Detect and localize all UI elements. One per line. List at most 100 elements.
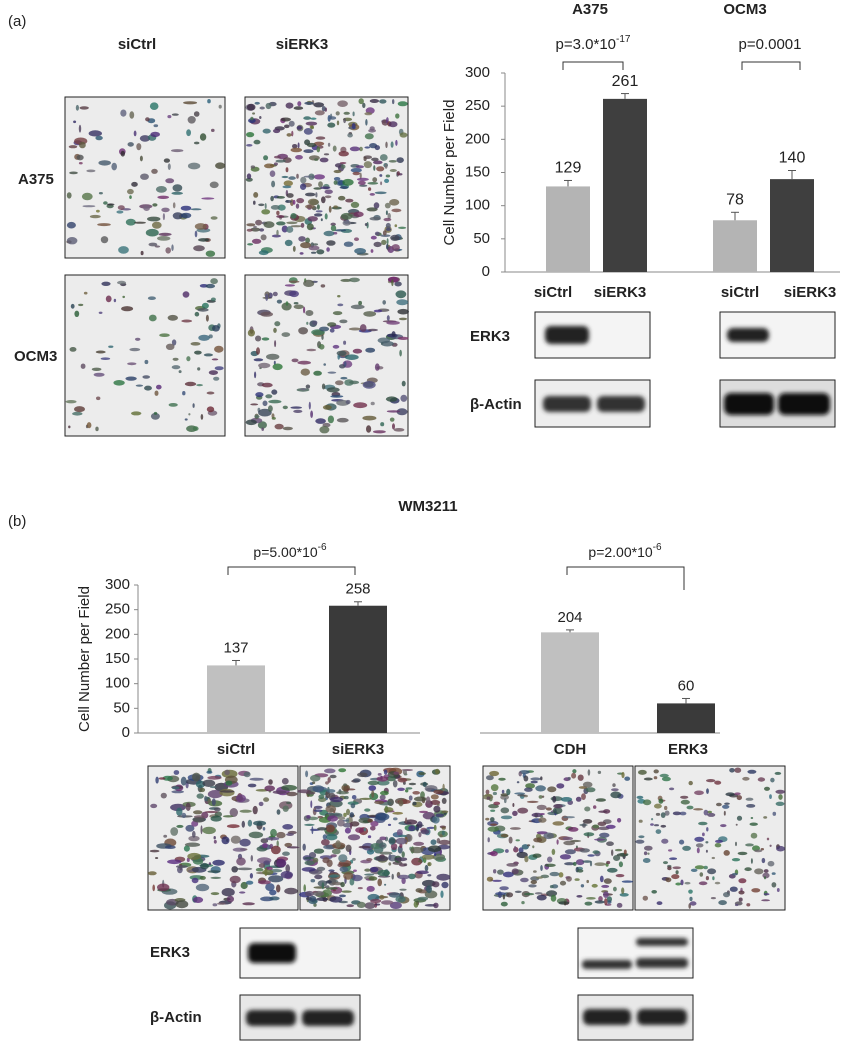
cell <box>198 334 210 341</box>
cell <box>635 839 645 844</box>
cell <box>661 776 671 782</box>
y-tick-label: 200 <box>465 130 490 147</box>
cell <box>157 195 170 199</box>
cell <box>401 851 405 858</box>
cell <box>386 321 400 325</box>
cell <box>258 250 269 256</box>
cell <box>516 781 520 784</box>
cell <box>324 213 328 220</box>
cell <box>615 874 625 878</box>
cell <box>359 184 368 187</box>
column-label: siERK3 <box>276 36 329 53</box>
cell <box>411 857 423 866</box>
cell <box>337 816 346 820</box>
cell <box>377 878 383 887</box>
cell <box>352 348 363 354</box>
cell <box>735 823 738 826</box>
value-label: 60 <box>678 677 695 694</box>
cell <box>579 848 590 853</box>
cell <box>262 128 271 134</box>
cell <box>258 408 272 417</box>
row-label: OCM3 <box>14 348 57 365</box>
cell <box>619 893 629 897</box>
significance-bracket <box>741 61 801 70</box>
cell <box>574 878 580 881</box>
cell <box>307 216 318 222</box>
cell <box>204 795 208 802</box>
cell <box>326 247 330 252</box>
cell <box>313 174 325 180</box>
cell <box>313 903 317 907</box>
cell <box>326 240 336 246</box>
cell <box>118 246 129 254</box>
cell <box>285 301 289 306</box>
cell <box>327 371 337 374</box>
cell <box>374 191 387 195</box>
cell <box>366 425 372 433</box>
cell <box>140 173 149 180</box>
cell <box>313 890 325 897</box>
cell <box>181 319 193 323</box>
cell <box>308 401 311 410</box>
cell <box>357 772 368 778</box>
cell <box>408 795 413 801</box>
cell <box>113 380 125 386</box>
cell <box>408 782 417 786</box>
cell <box>317 827 327 831</box>
cell <box>239 809 252 813</box>
x-tick-label: siERK3 <box>332 741 385 758</box>
cell <box>493 869 497 874</box>
cell <box>689 901 697 906</box>
cell <box>394 224 398 228</box>
cell <box>282 426 293 431</box>
band <box>582 960 632 969</box>
cell <box>327 122 336 128</box>
cell <box>171 244 174 251</box>
cell <box>368 785 377 791</box>
cell <box>395 290 407 299</box>
cell <box>651 890 657 894</box>
panel-label: (b) <box>8 513 26 530</box>
cell <box>157 236 171 241</box>
cell <box>258 801 264 807</box>
cell <box>688 780 693 786</box>
cell <box>292 144 298 149</box>
cell <box>306 321 309 325</box>
cell <box>229 808 238 817</box>
cell <box>358 98 364 105</box>
cell <box>318 794 325 800</box>
cell <box>734 767 742 773</box>
cell <box>577 774 584 781</box>
cell <box>331 848 341 855</box>
cell <box>490 850 498 857</box>
cell <box>540 813 545 815</box>
cell <box>283 180 293 187</box>
cell <box>379 842 387 849</box>
cell <box>322 834 327 840</box>
cell <box>276 858 287 868</box>
cell <box>156 384 162 390</box>
band <box>302 1010 354 1026</box>
cell <box>286 846 300 849</box>
cell <box>191 877 199 884</box>
cell <box>533 837 543 843</box>
cell <box>291 130 294 137</box>
cell <box>171 191 183 195</box>
cell <box>399 843 403 848</box>
cell <box>549 871 560 877</box>
cell <box>172 212 183 220</box>
cell <box>500 793 509 797</box>
cell <box>333 180 338 185</box>
cell <box>592 824 600 829</box>
cell <box>286 801 292 805</box>
cell <box>288 120 295 127</box>
cell <box>326 387 340 393</box>
cell <box>769 844 772 847</box>
cell <box>747 769 757 774</box>
cell <box>373 309 383 313</box>
cell <box>610 791 622 799</box>
cell <box>398 834 408 838</box>
cell <box>253 820 267 826</box>
cell <box>260 234 267 241</box>
cell <box>539 815 544 818</box>
